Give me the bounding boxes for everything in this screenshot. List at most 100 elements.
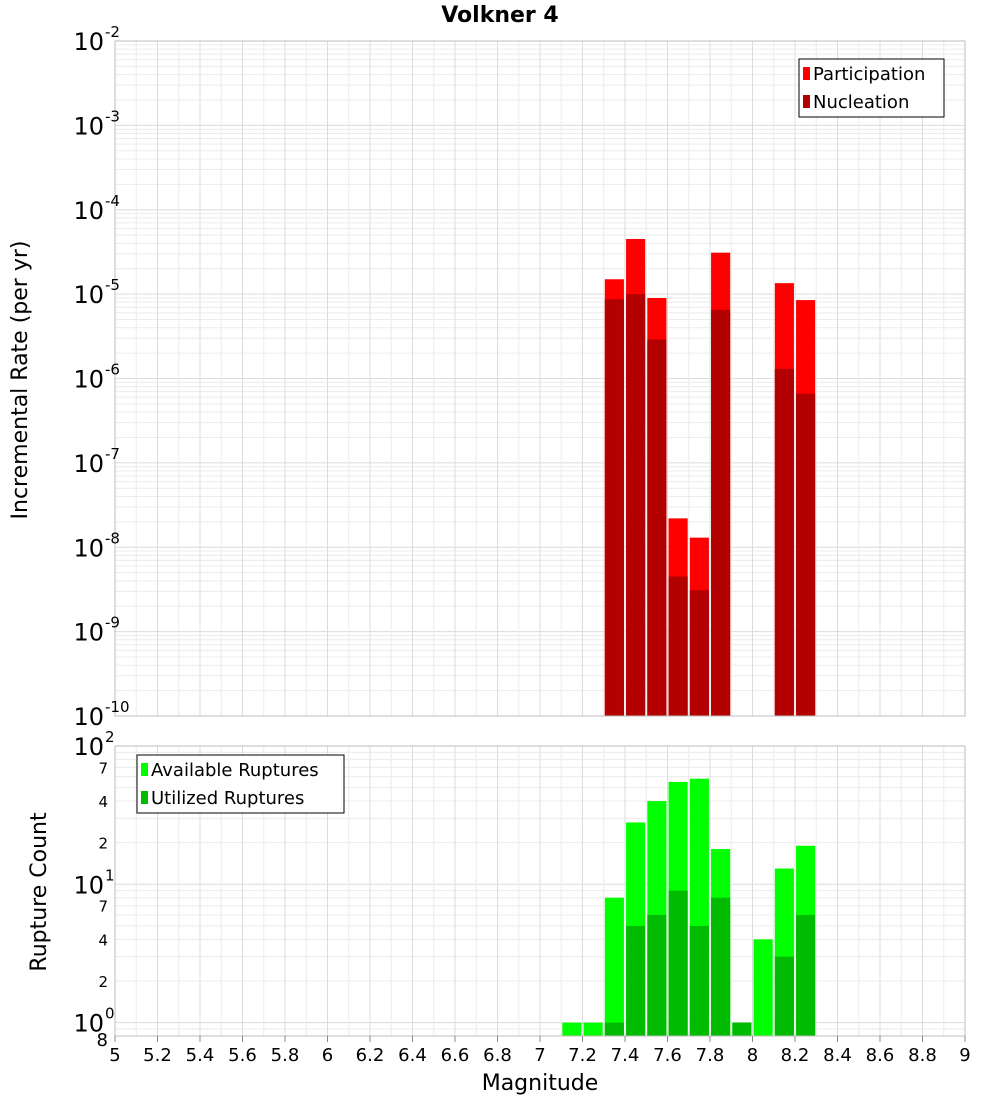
x-tick-label: 5.4	[186, 1045, 215, 1066]
x-tick-label: 7.2	[568, 1045, 597, 1066]
x-tick-label: 7.8	[696, 1045, 725, 1066]
bottom-bar-utilized-ruptures	[796, 914, 816, 1036]
y-tick-base: 10	[73, 703, 104, 731]
x-tick-label: 7.4	[611, 1045, 640, 1066]
top-bar-nucleation	[689, 590, 709, 716]
y-tick-exponent: -6	[105, 361, 120, 379]
plot-frame	[114, 40, 966, 717]
bottom-bar-available-ruptures	[753, 939, 773, 1036]
y-minor-tick-label: 4	[98, 931, 108, 949]
y-tick-base: 10	[73, 1010, 104, 1038]
y-minor-tick-label: 2	[98, 835, 108, 853]
y-tick-exponent: -5	[105, 276, 120, 294]
y-tick-exponent: 0	[105, 1005, 115, 1023]
chart-title: Volkner 4	[441, 3, 559, 28]
y-tick-base: 10	[73, 619, 104, 647]
x-tick-label: 5.8	[271, 1045, 300, 1066]
x-ticks: 5 5.2 5.4 5.6 5.8 6 6.2 6.4 6.6 6.8 7 7.2 7.4 7.6 7.8 8…	[109, 1036, 971, 1066]
y-tick-base: 10	[73, 112, 104, 140]
y-tick-base: 10	[73, 28, 104, 56]
x-tick-label: 7	[534, 1045, 545, 1066]
bars	[604, 239, 816, 716]
x-tick-label: 5	[109, 1045, 120, 1066]
x-axis-label: Magnitude	[482, 1071, 599, 1096]
y-tick-base: 10	[73, 281, 104, 309]
top-bar-nucleation	[668, 576, 688, 716]
y-minor-tick-label: 7	[98, 898, 108, 916]
x-tick-label: 8.4	[823, 1045, 852, 1066]
x-tick-label: 8.8	[908, 1045, 937, 1066]
x-tick-label: 6	[322, 1045, 333, 1066]
bottom-legend: Available Ruptures Utilized Ruptures	[136, 754, 345, 814]
y-tick-base: 10	[73, 197, 104, 225]
y-tick-base: 10	[73, 871, 104, 899]
y-minor-tick-label: 7	[98, 759, 108, 777]
bottom-y-axis-label: Rupture Count	[27, 812, 52, 972]
legend-box	[136, 754, 345, 814]
x-tick-label: 6.8	[483, 1045, 512, 1066]
x-tick-label: 7.6	[653, 1045, 682, 1066]
top-legend: Participation Nucleation	[798, 58, 945, 118]
y-tick-base: 10	[73, 450, 104, 478]
y-tick-base: 10	[73, 733, 104, 761]
y-tick-base: 10	[73, 366, 104, 394]
legend-label: Utilized Ruptures	[151, 788, 304, 809]
y-tick-exponent: -2	[105, 23, 120, 41]
top-plot-area: ParticipationNucleation10-1010-910-810-7…	[73, 23, 966, 731]
x-tick-label: 6.6	[441, 1045, 470, 1066]
y-minor-tick-label: 2	[98, 973, 108, 991]
bottom-bar-utilized-ruptures	[604, 1022, 624, 1036]
legend-swatch	[141, 763, 148, 776]
x-tick-label: 5.2	[143, 1045, 172, 1066]
top-bar-nucleation	[604, 299, 624, 716]
bottom-bar-utilized-ruptures	[732, 1022, 752, 1036]
bottom-bar-available-ruptures	[604, 897, 624, 1036]
legend-swatch	[803, 67, 810, 80]
top-bar-nucleation	[711, 309, 731, 716]
bottom-bar-available-ruptures	[562, 1022, 582, 1036]
top-y-axis-label: Incremental Rate (per yr)	[8, 241, 33, 520]
y-tick-exponent: -10	[105, 698, 130, 716]
top-bar-nucleation	[626, 294, 646, 716]
y-tick-exponent: -3	[105, 107, 120, 125]
legend-swatch	[803, 95, 810, 108]
legend-swatch	[141, 791, 148, 804]
x-tick-label: 9	[959, 1045, 970, 1066]
y-tick-base: 10	[73, 534, 104, 562]
x-tick-label: 8	[747, 1045, 758, 1066]
y-tick-exponent: 1	[105, 866, 115, 884]
x-tick-label: 8.2	[781, 1045, 810, 1066]
bottom-bar-utilized-ruptures	[647, 914, 667, 1036]
bottom-bar-utilized-ruptures	[626, 925, 646, 1036]
bottom-bar-utilized-ruptures	[689, 925, 709, 1036]
x-tick-label: 6.2	[356, 1045, 385, 1066]
bottom-bar-utilized-ruptures	[774, 956, 794, 1036]
y-tick-exponent: 2	[105, 728, 115, 746]
bottom-bar-available-ruptures	[583, 1022, 603, 1036]
bars	[562, 778, 816, 1036]
y-minor-tick-label: 8	[97, 1030, 108, 1051]
top-bar-nucleation	[796, 393, 816, 716]
y-tick-exponent: -4	[105, 192, 120, 210]
legend-box	[798, 58, 945, 118]
top-bar-nucleation	[774, 368, 794, 716]
x-tick-label: 8.6	[866, 1045, 895, 1066]
y-tick-exponent: -9	[105, 614, 120, 632]
top-bar-nucleation	[647, 339, 667, 716]
legend-label: Nucleation	[813, 92, 909, 113]
x-tick-label: 6.4	[398, 1045, 427, 1066]
bottom-bar-utilized-ruptures	[668, 890, 688, 1036]
bottom-bar-utilized-ruptures	[711, 897, 731, 1036]
legend-label: Participation	[813, 64, 925, 85]
y-tick-exponent: -7	[105, 445, 120, 463]
y-minor-tick-label: 4	[98, 793, 108, 811]
grid-lines	[114, 40, 966, 717]
y-tick-exponent: -8	[105, 529, 120, 547]
legend-label: Available Ruptures	[151, 760, 319, 781]
x-tick-label: 5.6	[228, 1045, 257, 1066]
